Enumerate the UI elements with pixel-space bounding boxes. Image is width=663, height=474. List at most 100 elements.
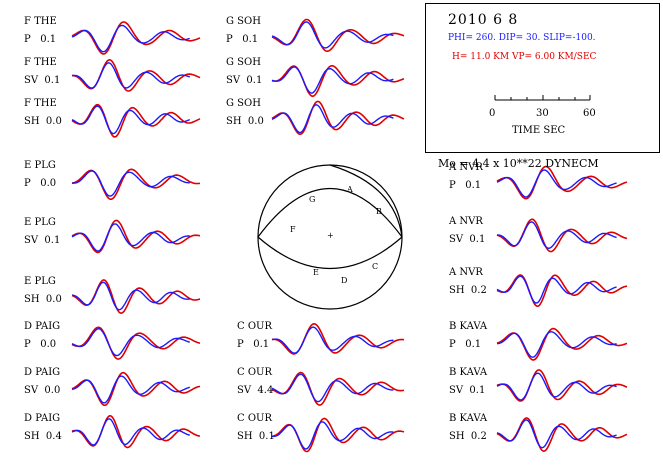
synthetic-trace [71,168,201,200]
observed-trace [71,223,190,252]
component-label: SV 0.0 [24,385,61,396]
focal-mechanism [257,164,403,310]
observed-trace [271,421,394,450]
beachball-label-c: C [372,262,379,271]
beachball-label-g: G [309,195,316,204]
time-axis-label: TIME SEC [512,125,566,136]
synthetic-trace [271,100,405,135]
traces-layer [71,18,628,453]
station-label: B KAVA [449,321,488,332]
observed-trace [271,373,394,403]
station-label: D PAIG [24,321,61,332]
synthetic-trace [271,417,405,453]
station-label: D PAIG [24,367,61,378]
observed-trace [496,372,617,401]
station-label: C OUR [237,321,272,332]
observed-trace [271,21,394,49]
component-label: SV 0.1 [449,385,486,396]
synthetic-trace [271,18,405,53]
station-label: C OUR [237,367,272,378]
synthetic-trace [71,326,201,360]
station-label: G SOH [226,57,261,68]
observed-trace [496,169,617,198]
component-label: SH 0.0 [226,116,264,127]
component-label: SV 0.1 [226,75,263,86]
time-scale [494,95,591,101]
observed-trace [496,275,617,304]
station-label: F THE [24,57,57,68]
synthetic-trace [271,65,405,98]
station-label: G SOH [226,98,261,109]
observed-trace [496,419,617,449]
time-tick-60: 60 [583,108,596,119]
component-label: P 0.1 [24,34,57,45]
observed-trace [71,24,190,53]
nodal-plane-1 [257,188,403,238]
nodal-plane-edge [329,164,403,238]
station-label: A NVR [449,162,483,173]
component-label: P 0.1 [449,180,482,191]
component-label: SH 0.0 [24,294,62,305]
observed-trace [71,375,191,404]
station-label: E PLG [24,160,56,171]
beachball-label-f: F [290,225,296,234]
time-tick-0: 0 [489,108,496,119]
nodal-plane-2 [257,236,403,270]
observed-trace [271,104,394,134]
station-label: F THE [24,98,57,109]
synthetic-trace [496,369,628,402]
synthetic-trace [71,219,201,254]
synthetic-trace [271,371,405,406]
component-label: SH 0.4 [24,431,62,442]
synthetic-trace [71,371,201,407]
station-label: D PAIG [24,413,61,424]
synthetic-trace [71,103,201,138]
station-label: B KAVA [449,367,488,378]
component-label: SH 0.2 [449,431,487,442]
station-label: G SOH [226,16,261,27]
synthetic-trace [496,218,628,253]
station-label: F THE [24,16,57,27]
synthetic-trace [71,21,201,55]
beachball-label-e: E [313,268,319,277]
component-label: SV 0.1 [449,234,486,245]
event-date: 2010 6 8 [448,12,519,28]
component-label: P 0.0 [24,339,57,350]
component-label: P 0.0 [24,178,57,189]
observed-trace [496,221,617,250]
observed-trace [71,62,191,89]
station-label: A NVR [449,216,483,227]
seismic-moment: Mo = 4.4 x 10**22 DYNECM [438,157,599,170]
synthetic-trace [496,274,628,308]
station-label: E PLG [24,217,56,228]
beachball-label-d: D [341,276,348,285]
observed-trace [71,281,190,311]
focal-parameters: PHI= 260. DIP= 30. SLIP=-100. [448,33,596,43]
station-label: B KAVA [449,413,488,424]
observed-trace [271,66,394,94]
component-label: SH 0.1 [237,431,275,442]
observed-trace [71,327,191,357]
station-label: E PLG [24,276,56,287]
observed-trace [72,170,190,197]
component-label: P 0.1 [237,339,270,350]
component-label: SV 4.4 [237,385,274,396]
time-tick-30: 30 [536,108,549,119]
info-box [425,3,660,153]
component-label: SH 0.0 [24,116,62,127]
beachball-label-a: A [347,185,353,194]
beachball-label-b: B [376,207,382,216]
observed-trace [271,326,394,354]
beachball-center: + [327,231,334,240]
observed-trace [496,331,617,358]
station-label: C OUR [237,413,272,424]
synthetic-trace [496,165,628,200]
station-label: A NVR [449,267,483,278]
component-label: P 0.1 [226,34,259,45]
component-label: SV 0.1 [24,75,61,86]
observed-trace [71,418,191,446]
observed-trace [71,105,191,135]
synthetic-trace [271,322,405,355]
